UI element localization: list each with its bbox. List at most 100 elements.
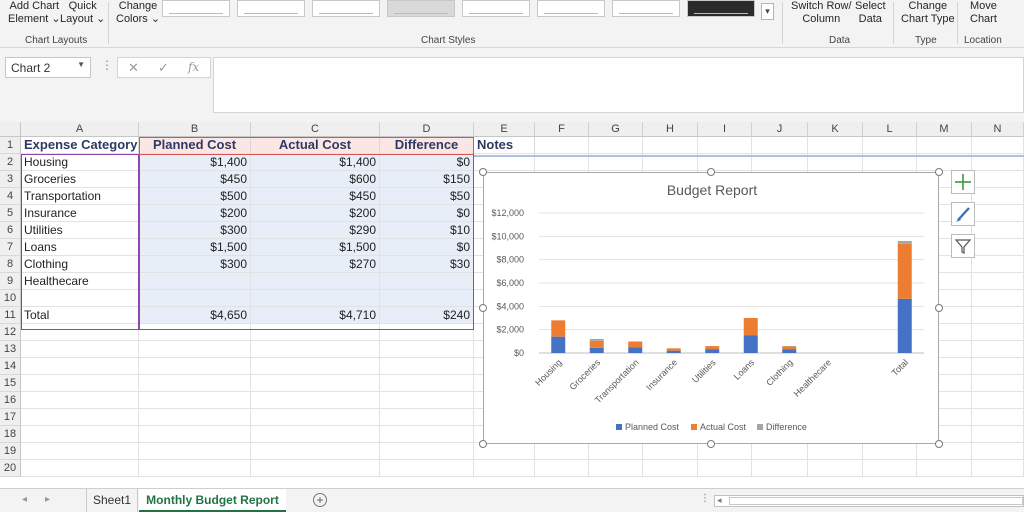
category-cell[interactable]: Transportation — [21, 188, 139, 205]
grid-cell[interactable] — [251, 358, 380, 375]
x-tick-label[interactable]: Utilities — [690, 357, 718, 385]
value-cell[interactable]: $0 — [380, 205, 474, 222]
value-cell[interactable] — [251, 290, 380, 307]
grid-cell[interactable] — [251, 460, 380, 477]
value-cell[interactable] — [380, 273, 474, 290]
legend-swatch[interactable] — [691, 424, 697, 430]
category-cell[interactable]: Insurance — [21, 205, 139, 222]
row-header-8[interactable]: 8 — [0, 256, 21, 273]
grid-cell[interactable] — [380, 460, 474, 477]
grid-cell[interactable] — [643, 443, 698, 460]
grid-cell[interactable] — [752, 137, 808, 154]
budget-chart[interactable]: Budget Report $0 $2,000 $4,000 $6,000 $8,000 $… — [483, 172, 939, 444]
row-header-15[interactable]: 15 — [0, 375, 21, 392]
horizontal-scrollbar[interactable]: ◂ — [714, 495, 1024, 507]
row-header-19[interactable]: 19 — [0, 443, 21, 460]
row-header-6[interactable]: 6 — [0, 222, 21, 239]
category-cell[interactable]: Total — [21, 307, 139, 324]
resize-handle-tm[interactable] — [707, 168, 715, 176]
grid-cell[interactable] — [380, 324, 474, 341]
chart-style-3[interactable] — [312, 0, 380, 17]
bar-planned-cost[interactable] — [897, 298, 912, 353]
row-header-16[interactable]: 16 — [0, 392, 21, 409]
chevron-down-icon[interactable]: ▼ — [77, 60, 85, 69]
grid-cell[interactable] — [972, 426, 1024, 443]
resize-handle-tl[interactable] — [479, 168, 487, 176]
table-header-cell[interactable]: Expense Category — [21, 137, 139, 154]
resize-handle-bm[interactable] — [707, 440, 715, 448]
grid-cell[interactable] — [139, 443, 251, 460]
bar-difference[interactable] — [897, 241, 912, 244]
grid-cell[interactable] — [972, 222, 1024, 239]
value-cell[interactable]: $30 — [380, 256, 474, 273]
grid-cell[interactable] — [917, 358, 972, 375]
grid-cell[interactable] — [808, 154, 863, 171]
grid-cell[interactable] — [917, 392, 972, 409]
grid-cell[interactable] — [698, 460, 752, 477]
grid-cell[interactable] — [589, 137, 643, 154]
column-header-k[interactable]: K — [808, 122, 863, 137]
value-cell[interactable]: $4,710 — [251, 307, 380, 324]
x-tick-label[interactable]: Loans — [732, 357, 757, 382]
grid-cell[interactable] — [535, 443, 589, 460]
grid-cell[interactable] — [380, 426, 474, 443]
column-header-m[interactable]: M — [917, 122, 972, 137]
category-cell[interactable]: Groceries — [21, 171, 139, 188]
grid-cell[interactable] — [863, 460, 917, 477]
grid-cell[interactable] — [21, 443, 139, 460]
row-header-10[interactable]: 10 — [0, 290, 21, 307]
row-header-1[interactable]: 1 — [0, 137, 21, 154]
grid-cell[interactable] — [589, 154, 643, 171]
chart-style-7[interactable] — [612, 0, 680, 17]
grid-cell[interactable] — [380, 341, 474, 358]
value-cell[interactable]: $290 — [251, 222, 380, 239]
row-header-2[interactable]: 2 — [0, 154, 21, 171]
grid-cell[interactable] — [251, 443, 380, 460]
value-cell[interactable] — [380, 290, 474, 307]
value-cell[interactable]: $240 — [380, 307, 474, 324]
grid-cell[interactable] — [917, 256, 972, 273]
cancel-icon[interactable]: ✕ — [128, 60, 139, 75]
grid-cell[interactable] — [380, 409, 474, 426]
bar-actual-cost[interactable] — [782, 346, 797, 350]
change-colors-button[interactable]: Change Colors ⌄ — [116, 0, 160, 26]
bar-actual-cost[interactable] — [897, 243, 912, 299]
column-header-b[interactable]: B — [139, 122, 251, 137]
bar-planned-cost[interactable] — [666, 350, 681, 353]
switch-row-column-button[interactable]: Switch Row/ Column — [791, 0, 852, 26]
scroll-left-icon[interactable]: ◂ — [717, 495, 722, 505]
value-cell[interactable]: $450 — [139, 171, 251, 188]
resize-handle-ml[interactable] — [479, 304, 487, 312]
grid-cell[interactable] — [139, 460, 251, 477]
grid-cell[interactable] — [917, 154, 972, 171]
y-tick-label[interactable]: $4,000 — [496, 301, 524, 311]
grid-cell[interactable] — [917, 222, 972, 239]
value-cell[interactable] — [139, 273, 251, 290]
row-header-4[interactable]: 4 — [0, 188, 21, 205]
bar-actual-cost[interactable] — [666, 348, 681, 351]
grid-cell[interactable] — [21, 324, 139, 341]
category-cell[interactable]: Utilities — [21, 222, 139, 239]
grid-cell[interactable] — [972, 154, 1024, 171]
grid-cell[interactable] — [917, 409, 972, 426]
grid-cell[interactable] — [139, 358, 251, 375]
value-cell[interactable]: $300 — [139, 222, 251, 239]
value-cell[interactable]: $200 — [139, 205, 251, 222]
grid-cell[interactable] — [21, 341, 139, 358]
bar-difference[interactable] — [628, 341, 643, 342]
grid-cell[interactable] — [972, 307, 1024, 324]
grid-cell[interactable] — [474, 460, 535, 477]
grid-cell[interactable] — [808, 137, 863, 154]
grid-cell[interactable] — [139, 341, 251, 358]
row-header-3[interactable]: 3 — [0, 171, 21, 188]
quick-layout-button[interactable]: Quick Layout ⌄ — [60, 0, 105, 26]
grid-cell[interactable] — [380, 375, 474, 392]
grid-cell[interactable] — [698, 137, 752, 154]
grid-cell[interactable] — [972, 137, 1024, 154]
grid-cell[interactable] — [863, 137, 917, 154]
row-header-11[interactable]: 11 — [0, 307, 21, 324]
grid-cell[interactable] — [21, 460, 139, 477]
formula-input[interactable] — [213, 57, 1024, 113]
value-cell[interactable]: $600 — [251, 171, 380, 188]
grid-cell[interactable] — [251, 341, 380, 358]
